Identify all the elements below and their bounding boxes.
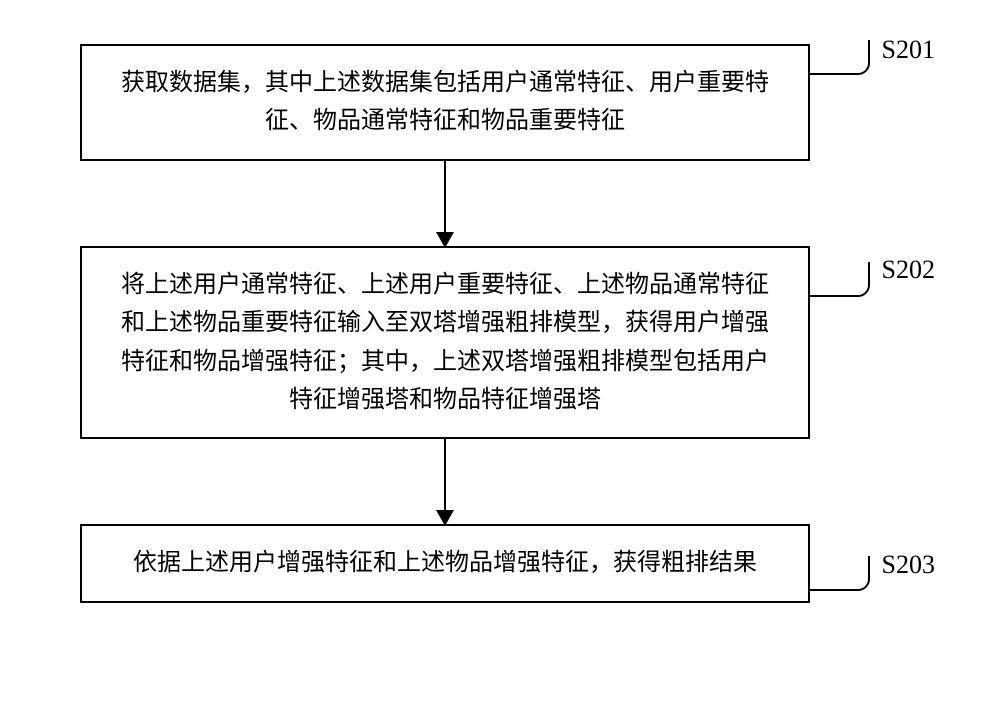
step-text-1: 获取数据集，其中上述数据集包括用户通常特征、用户重要特征、物品通常特征和物品重要…: [121, 70, 769, 134]
flowchart-container: S201 获取数据集，其中上述数据集包括用户通常特征、用户重要特征、物品通常特征…: [80, 30, 920, 603]
step-box-2: 将上述用户通常特征、上述用户重要特征、上述物品通常特征和上述物品重要特征输入至双…: [80, 246, 810, 440]
arrow-container-1: [80, 161, 810, 246]
arrow-1: [444, 161, 446, 246]
step-label-2: S202: [882, 255, 935, 285]
arrow-2: [444, 439, 446, 524]
label-connector-2: [810, 262, 870, 297]
step-box-3: 依据上述用户增强特征和上述物品增强特征，获得粗排结果: [80, 524, 810, 602]
step-text-2: 将上述用户通常特征、上述用户重要特征、上述物品通常特征和上述物品重要特征输入至双…: [121, 272, 769, 413]
label-connector-3: [810, 556, 870, 591]
step-box-1: 获取数据集，其中上述数据集包括用户通常特征、用户重要特征、物品通常特征和物品重要…: [80, 44, 810, 161]
label-connector-1: [810, 40, 870, 75]
step-label-1: S201: [882, 35, 935, 65]
step-label-3: S203: [882, 550, 935, 580]
step-text-3: 依据上述用户增强特征和上述物品增强特征，获得粗排结果: [133, 550, 757, 576]
arrow-container-2: [80, 439, 810, 524]
